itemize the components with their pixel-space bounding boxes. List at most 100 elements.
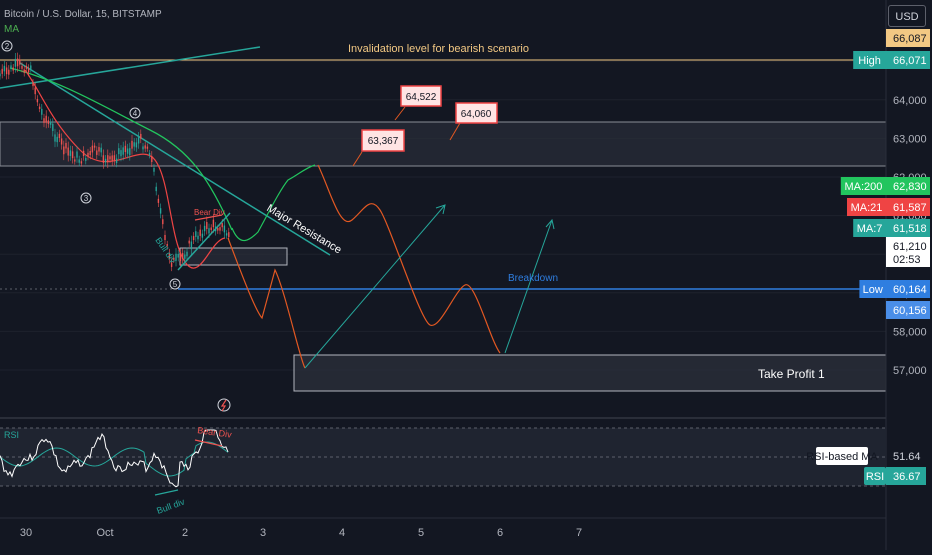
breakdown-label: Breakdown (508, 273, 558, 284)
candle-body (14, 58, 17, 67)
candle-body (175, 253, 177, 261)
candle-body (41, 108, 43, 115)
candle-body (87, 152, 89, 157)
x-tick-label: Oct (96, 527, 113, 539)
candle-body (5, 67, 8, 75)
candle-body (100, 147, 102, 153)
candle-body (111, 155, 113, 162)
candle-body (190, 241, 193, 250)
target-box-3-text: 63,367 (368, 136, 399, 147)
ma-indicator-label[interactable]: MA (4, 24, 19, 35)
candle-body (184, 254, 186, 259)
candle-body (80, 161, 83, 164)
candle-body (157, 198, 160, 203)
candle-body (129, 148, 131, 156)
rsi-ma-tag: RSI-based MA 51.64 (806, 447, 921, 465)
candle-body (67, 147, 69, 156)
price-tag-bg (886, 280, 930, 298)
price-tag-value: 61,518 (893, 223, 927, 235)
bull-div-label: Bull div (153, 235, 178, 265)
y-tick-label: 57,000 (893, 365, 927, 377)
bear-div-label: Bear Div (194, 208, 225, 217)
candle-body (124, 145, 127, 152)
candle-body (210, 227, 212, 231)
candle-body (102, 155, 105, 163)
svg-text:2: 2 (5, 42, 10, 51)
candle-body (3, 65, 6, 72)
wave-5: 5 (169, 278, 181, 290)
candle-body (140, 133, 142, 139)
symbol-title[interactable]: Bitcoin / U.S. Dollar, 15, BITSTAMP (4, 9, 162, 20)
candle-body (104, 158, 107, 163)
price-tag-name-bg (853, 219, 886, 237)
svg-text:5: 5 (173, 280, 178, 289)
candle-body (8, 69, 10, 75)
resistance-line (19, 62, 331, 256)
target-connector-3 (449, 122, 461, 141)
candle-body (23, 69, 25, 73)
arrow-bull-2-head (545, 218, 555, 230)
price-tag-value: 61,210 (893, 241, 927, 253)
candle-body (89, 151, 91, 156)
invalidation-label: Invalidation level for bearish scenario (348, 43, 529, 55)
candle-body (197, 235, 199, 240)
candle-body (71, 151, 74, 159)
take-profit-label: Take Profit 1 (758, 367, 825, 381)
candle-body (195, 231, 197, 237)
candle-body (27, 68, 30, 73)
candle-body (188, 240, 190, 244)
candle-body (153, 167, 155, 172)
candle-body (151, 156, 153, 162)
rsi-bull-div-label: Bull div (155, 496, 186, 515)
candle-body (30, 65, 32, 69)
supply-zone (0, 121, 887, 167)
y-tick-label: 58,000 (893, 326, 927, 338)
candle-body (36, 98, 39, 103)
x-tick-label: 7 (576, 527, 582, 539)
candle-body (16, 58, 19, 67)
candle-body (221, 223, 223, 228)
rsi-line (0, 429, 229, 488)
candle-body (32, 82, 34, 87)
candle-body (131, 140, 133, 149)
candle-body (162, 219, 164, 225)
wave-4: 4 (129, 107, 141, 119)
candle-body (76, 151, 78, 158)
price-tag-value: 66,071 (893, 55, 927, 67)
rsi-ma-line (0, 441, 229, 477)
candle-body (142, 146, 144, 150)
lightning-icon[interactable] (217, 398, 231, 412)
candle-body (155, 186, 157, 192)
candles (0, 52, 230, 272)
candle-body (74, 159, 76, 162)
x-tick-label: 2 (182, 527, 188, 539)
svg-text:4: 4 (133, 109, 138, 118)
candle-body (10, 65, 12, 69)
candle-body (212, 219, 215, 228)
price-tag-value: 60,156 (893, 305, 927, 317)
take-profit-zone (293, 354, 887, 392)
candle-body (219, 227, 221, 231)
upper-trendline (0, 46, 261, 89)
wave-2: 2 (1, 40, 13, 52)
rsi-ma-value: 51.64 (893, 451, 921, 463)
candle-body (170, 262, 173, 267)
bullish-projection (231, 164, 316, 242)
candle-body (96, 150, 98, 155)
candle-body (49, 121, 52, 125)
x-tick-label: 4 (339, 527, 345, 539)
rsi-value-tag: RSI 36.67 (864, 467, 926, 485)
price-tag-bg (886, 219, 930, 237)
x-tick-label: 3 (260, 527, 266, 539)
currency-button[interactable]: USD (888, 5, 926, 27)
price-countdown: 02:53 (893, 254, 921, 266)
candle-body (164, 234, 166, 241)
candle-body (25, 65, 28, 69)
candle-body (113, 155, 116, 161)
target-box-1-text: 64,522 (406, 92, 437, 103)
price-tag-value: 61,587 (893, 202, 927, 214)
rsi-bear-div-line (194, 439, 223, 447)
arrow-bull-1-head (435, 204, 446, 215)
